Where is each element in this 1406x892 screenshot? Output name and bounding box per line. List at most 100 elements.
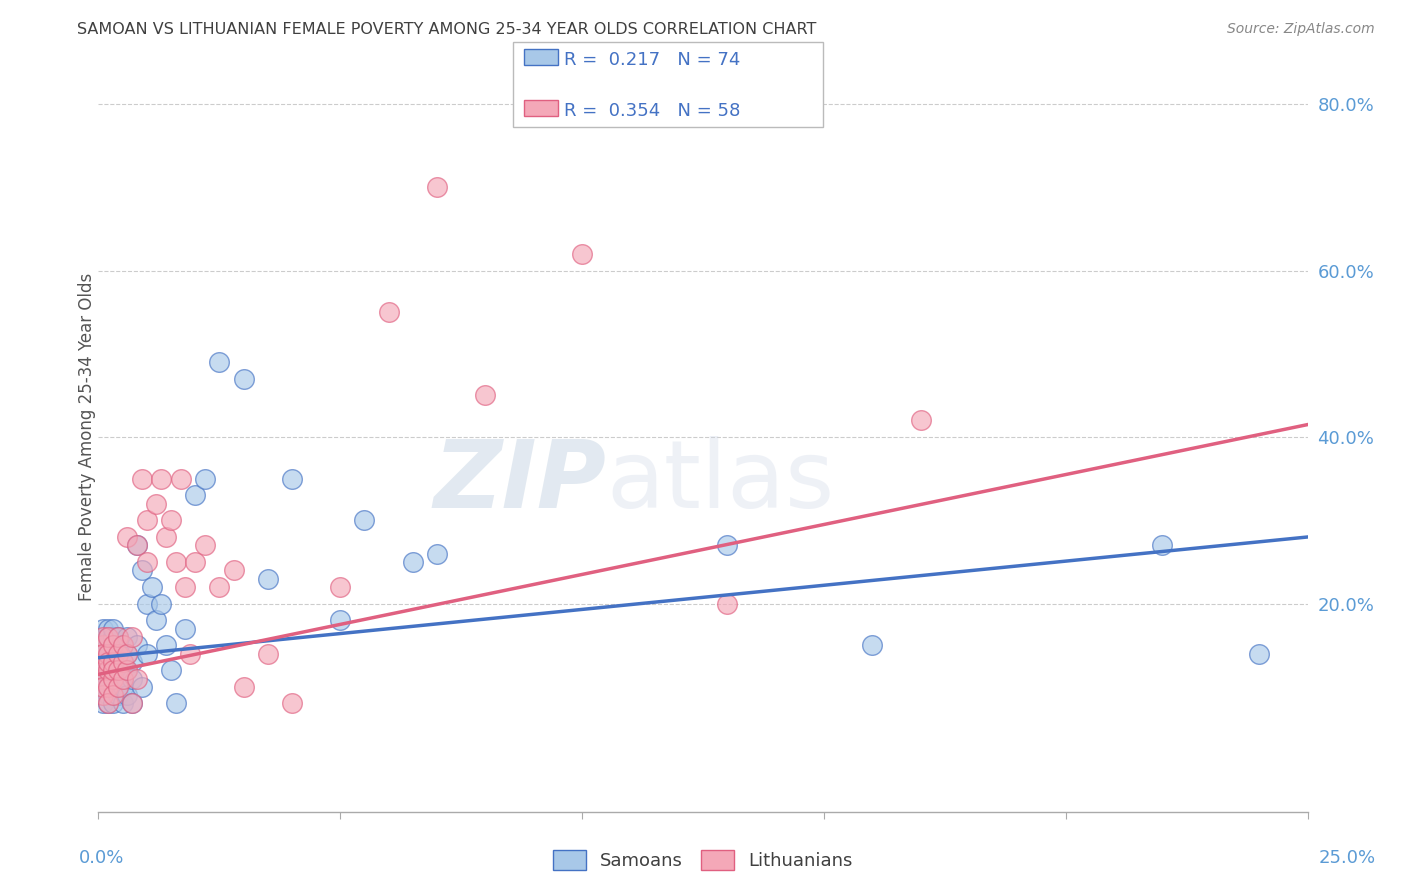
- Point: [97, 647, 120, 661]
- Point: [107, 630, 129, 644]
- Point: [121, 697, 143, 711]
- Point: [97, 622, 120, 636]
- Point: [121, 697, 143, 711]
- Point: [97, 655, 120, 669]
- Point: [91, 672, 114, 686]
- Point: [194, 538, 217, 552]
- Point: [117, 647, 139, 661]
- Point: [117, 663, 139, 677]
- Point: [111, 655, 134, 669]
- Point: [101, 697, 124, 711]
- Text: 25.0%: 25.0%: [1319, 849, 1375, 867]
- Point: [101, 630, 124, 644]
- Point: [101, 622, 124, 636]
- Point: [145, 497, 167, 511]
- Point: [101, 672, 124, 686]
- Point: [208, 355, 231, 369]
- Point: [97, 680, 120, 694]
- Point: [107, 630, 129, 644]
- Point: [91, 663, 114, 677]
- Point: [97, 663, 120, 677]
- Point: [91, 647, 114, 661]
- Point: [101, 688, 124, 702]
- Point: [101, 663, 124, 677]
- Point: [91, 680, 114, 694]
- Point: [353, 513, 375, 527]
- Point: [97, 647, 120, 661]
- Point: [91, 655, 114, 669]
- Point: [117, 630, 139, 644]
- Point: [121, 672, 143, 686]
- Point: [101, 638, 124, 652]
- Point: [107, 647, 129, 661]
- Point: [97, 680, 120, 694]
- Point: [107, 680, 129, 694]
- Point: [91, 655, 114, 669]
- Point: [117, 530, 139, 544]
- Point: [135, 647, 157, 661]
- Point: [155, 530, 177, 544]
- Point: [117, 663, 139, 677]
- Point: [97, 638, 120, 652]
- Point: [117, 688, 139, 702]
- Point: [101, 672, 124, 686]
- Point: [97, 655, 120, 669]
- Point: [97, 663, 120, 677]
- Point: [281, 697, 304, 711]
- Point: [111, 697, 134, 711]
- Text: R =  0.354   N = 58: R = 0.354 N = 58: [564, 102, 740, 120]
- Point: [165, 555, 187, 569]
- Point: [1152, 538, 1174, 552]
- Point: [101, 655, 124, 669]
- Point: [426, 180, 449, 194]
- Point: [208, 580, 231, 594]
- Point: [377, 305, 399, 319]
- Point: [571, 247, 593, 261]
- Text: SAMOAN VS LITHUANIAN FEMALE POVERTY AMONG 25-34 YEAR OLDS CORRELATION CHART: SAMOAN VS LITHUANIAN FEMALE POVERTY AMON…: [77, 22, 817, 37]
- Point: [91, 622, 114, 636]
- Point: [91, 630, 114, 644]
- Point: [155, 638, 177, 652]
- Point: [111, 680, 134, 694]
- Point: [160, 513, 183, 527]
- Point: [127, 538, 149, 552]
- Point: [97, 630, 120, 644]
- Point: [97, 672, 120, 686]
- Point: [111, 655, 134, 669]
- Point: [101, 638, 124, 652]
- Point: [97, 630, 120, 644]
- Point: [910, 413, 932, 427]
- Point: [111, 638, 134, 652]
- Point: [179, 647, 201, 661]
- Legend: Samoans, Lithuanians: Samoans, Lithuanians: [546, 842, 860, 878]
- Point: [107, 663, 129, 677]
- Point: [131, 472, 153, 486]
- Point: [329, 613, 352, 627]
- Point: [141, 580, 163, 594]
- Point: [135, 597, 157, 611]
- Point: [101, 647, 124, 661]
- Point: [135, 555, 157, 569]
- Point: [474, 388, 496, 402]
- Point: [127, 538, 149, 552]
- Point: [97, 697, 120, 711]
- Point: [97, 697, 120, 711]
- Point: [222, 563, 245, 577]
- Point: [107, 663, 129, 677]
- Point: [91, 680, 114, 694]
- Y-axis label: Female Poverty Among 25-34 Year Olds: Female Poverty Among 25-34 Year Olds: [79, 273, 96, 601]
- Point: [107, 680, 129, 694]
- Point: [111, 638, 134, 652]
- Point: [91, 630, 114, 644]
- Point: [107, 688, 129, 702]
- Point: [91, 638, 114, 652]
- Point: [426, 547, 449, 561]
- Point: [174, 622, 197, 636]
- Point: [111, 672, 134, 686]
- Point: [121, 630, 143, 644]
- Point: [165, 697, 187, 711]
- Point: [121, 655, 143, 669]
- Point: [150, 472, 173, 486]
- Point: [150, 597, 173, 611]
- Text: 0.0%: 0.0%: [79, 849, 124, 867]
